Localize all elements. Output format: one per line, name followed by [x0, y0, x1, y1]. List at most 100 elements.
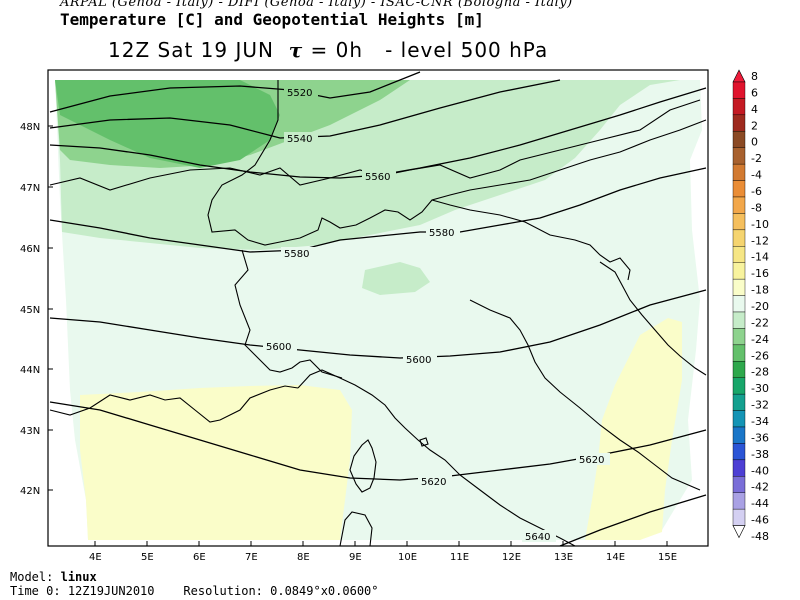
- border-alps-west: [234, 249, 343, 379]
- border-rhine: [207, 80, 707, 246]
- colorbar-label: -28: [751, 366, 769, 379]
- colorbar-swatch: [732, 81, 746, 99]
- colorbar-label: 0: [751, 136, 758, 149]
- colorbar-swatch: [732, 508, 746, 526]
- colorbar-label: 8: [751, 70, 758, 83]
- lon-label: 5E: [141, 552, 154, 563]
- svg-text:5600: 5600: [406, 355, 431, 366]
- fill-yellow-east: [585, 318, 682, 540]
- fill-green-blob: [362, 262, 430, 295]
- contour-label: 5560: [362, 170, 396, 183]
- model-prefix: Model:: [10, 570, 54, 584]
- fill-green-dark: [55, 80, 280, 168]
- time-label: 12Z Sat 19 JUN: [108, 38, 274, 62]
- colorbar-swatch: [732, 246, 746, 263]
- colorbar-swatch: [732, 426, 746, 444]
- coast-italy-east: [469, 299, 701, 491]
- colorbar: 8 6 4 2 0 -2 -4 -6 -8 -10 -12 -14 -16 -18 -20 -22 -24 -26…: [732, 69, 769, 543]
- colorbar-label: -32: [751, 399, 769, 412]
- lon-label: 15E: [658, 552, 677, 563]
- colorbar-swatch: [732, 131, 746, 148]
- coast-italy-west: [297, 369, 576, 546]
- svg-text:5560: 5560: [365, 172, 390, 183]
- colorbar-label: -10: [751, 218, 769, 231]
- lon-label: 11E: [450, 552, 469, 563]
- colorbar-swatch: [732, 213, 746, 231]
- svg-text:5540: 5540: [287, 134, 312, 145]
- colorbar-swatch: [732, 344, 746, 362]
- colorbar-label: -42: [751, 481, 769, 494]
- contour-5600: [49, 289, 707, 359]
- colorbar-label: -18: [751, 284, 769, 297]
- contour-label: 5640: [522, 530, 556, 543]
- colorbar-top-arrow: [732, 69, 746, 83]
- colorbar-swatch: [732, 262, 746, 280]
- contour-label: 5520: [284, 86, 318, 99]
- colorbar-swatch: [732, 377, 746, 395]
- colorbar-label: -12: [751, 234, 769, 247]
- elba-island: [419, 437, 429, 447]
- contour-labels: 5520 5540 5560 5580 5580 5600 5600 5620 …: [263, 86, 610, 543]
- colorbar-label: -34: [751, 415, 769, 428]
- colorbar-swatch: [732, 278, 746, 296]
- corsica-island: [349, 439, 377, 493]
- svg-text:5600: 5600: [266, 342, 291, 353]
- longitude-axis: 4E 5E 6E 7E 8E 9E 10E 11E 12E 13E 14E 15…: [89, 541, 677, 563]
- time-prefix: Time 0:: [10, 584, 61, 598]
- tau-value: = 0h: [310, 38, 364, 62]
- colorbar-label: 4: [751, 103, 758, 116]
- colorbar-swatch: [732, 295, 746, 313]
- border-austria: [431, 199, 631, 281]
- contour-5520: [49, 71, 421, 113]
- lon-label: 14E: [606, 552, 625, 563]
- colorbar-label: -30: [751, 382, 769, 395]
- colorbar-label: -8: [751, 201, 762, 214]
- time-resolution-line: Time 0: 12Z19JUN2010 Resolution: 0.0849°…: [10, 584, 379, 598]
- coast-croatia: [599, 261, 707, 376]
- lon-label: 10E: [398, 552, 417, 563]
- colorbar-swatch: [732, 459, 746, 477]
- level-label: - level 500 hPa: [385, 38, 549, 62]
- lon-label: 6E: [193, 552, 206, 563]
- lat-label: 46N: [20, 244, 40, 255]
- colorbar-swatch: [732, 98, 746, 116]
- colorbar-label: -36: [751, 431, 769, 444]
- lon-label: 13E: [554, 552, 573, 563]
- lat-label: 47N: [20, 183, 40, 194]
- contour-5580: [49, 167, 707, 253]
- svg-text:5640: 5640: [525, 532, 550, 543]
- colorbar-label: -16: [751, 267, 769, 280]
- colorbar-swatch: [732, 196, 746, 214]
- contour-5640: [559, 494, 707, 546]
- lat-label: 48N: [20, 122, 40, 133]
- colorbar-label: -38: [751, 448, 769, 461]
- colorbar-swatch: [732, 163, 746, 181]
- lat-label: 44N: [20, 365, 40, 376]
- lat-label: 43N: [20, 426, 40, 437]
- temperature-fill: [48, 70, 708, 546]
- latitude-axis: 48N 47N 46N 45N 44N 43N 42N: [20, 122, 53, 497]
- contour-label: 5600: [403, 353, 437, 366]
- colorbar-label: -48: [751, 530, 769, 543]
- map-frame: [47, 69, 709, 547]
- colorbar-bottom-arrow: [732, 525, 746, 539]
- svg-text:5520: 5520: [287, 88, 312, 99]
- colorbar-swatch: [732, 361, 746, 378]
- colorbar-label: 2: [751, 119, 758, 132]
- colorbar-swatch: [732, 328, 746, 346]
- colorbar-label: -6: [751, 185, 762, 198]
- colorbar-swatch: [732, 114, 746, 132]
- svg-text:5620: 5620: [579, 455, 604, 466]
- colorbar-label: -24: [751, 333, 769, 346]
- contour-label: 5600: [263, 340, 297, 353]
- colorbar-swatch: [732, 393, 746, 411]
- colorbar-swatch: [732, 311, 746, 329]
- colorbar-swatch: [732, 492, 746, 510]
- model-name: linux: [60, 570, 97, 584]
- contour-label: 5540: [284, 132, 318, 145]
- colorbar-swatch: [732, 476, 746, 493]
- sardinia-island: [339, 511, 373, 546]
- lat-label: 45N: [20, 305, 40, 316]
- colorbar-label: -46: [751, 514, 769, 527]
